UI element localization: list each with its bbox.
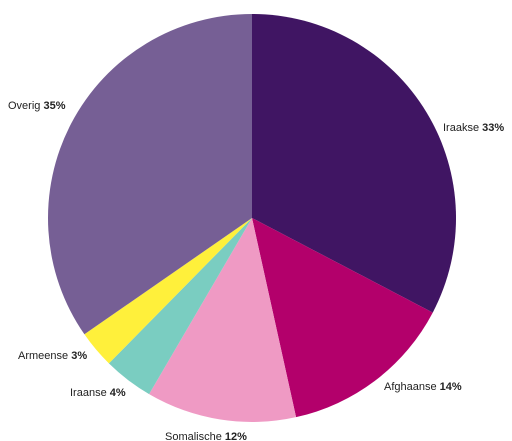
pie-slice-armeense	[84, 218, 252, 364]
pie-slice-iraanse	[108, 218, 252, 395]
slice-label-iraanse: Iraanse 4%	[70, 387, 126, 399]
slice-label-percent: 3%	[71, 350, 87, 362]
slice-label-percent: 33%	[482, 122, 504, 134]
slice-label-name: Iraanse	[70, 387, 110, 399]
slice-label-name: Iraakse	[443, 122, 482, 134]
pie-slice-overig	[47, 14, 252, 335]
slice-label-percent: 14%	[440, 381, 462, 393]
slice-label-percent: 12%	[225, 431, 247, 441]
slice-label-overig: Overig 35%	[8, 100, 66, 112]
slice-label-percent: 35%	[43, 100, 65, 112]
slice-label-name: Overig	[8, 100, 43, 112]
slice-label-somalische: Somalische 12%	[165, 431, 247, 441]
slice-label-afghaanse: Afghaanse 14%	[384, 381, 462, 393]
pie-labels: Iraakse 33% Afghaanse 14% Somalische 12% Ir…	[8, 100, 504, 441]
pie-slice-afghaanse	[252, 218, 433, 418]
slice-label-armeense: Armeense 3%	[18, 350, 87, 362]
pie-slice-iraakse	[252, 14, 457, 313]
slice-label-name: Somalische	[165, 431, 225, 441]
slice-label-name: Afghaanse	[384, 381, 440, 393]
slice-label-name: Armeense	[18, 350, 71, 362]
pie-slices	[47, 14, 457, 422]
slice-label-iraakse: Iraakse 33%	[443, 122, 504, 134]
pie-slice-somalische	[149, 218, 297, 422]
slice-label-percent: 4%	[110, 387, 126, 399]
